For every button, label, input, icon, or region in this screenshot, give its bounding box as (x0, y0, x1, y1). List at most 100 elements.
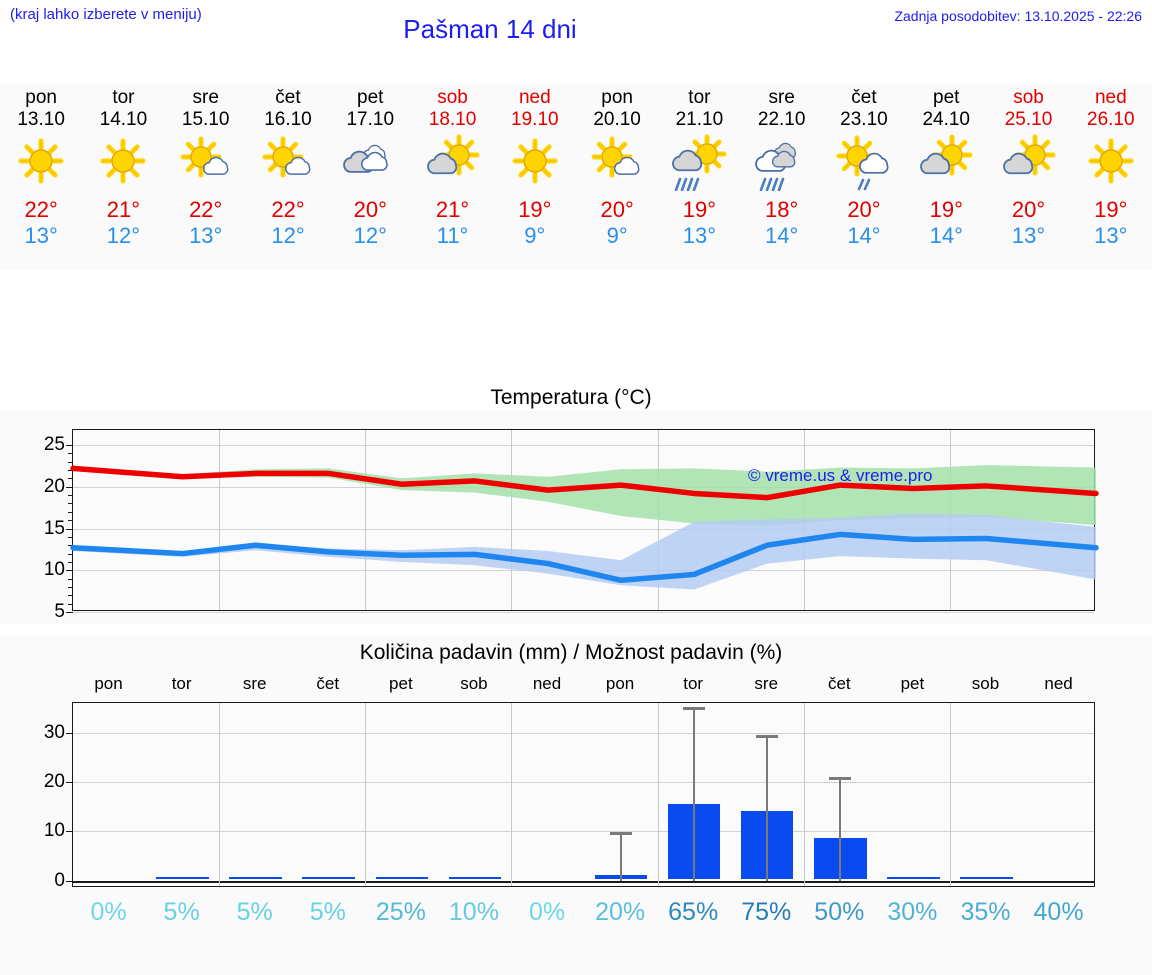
forecast-day-column[interactable]: ned 26.10 19° 13° (1070, 84, 1152, 270)
precipitation-day-label: sob (971, 674, 1000, 693)
precipitation-probability-label: 5% (236, 898, 273, 926)
precipitation-probability-label: 0% (90, 898, 127, 926)
forecast-temp-min: 9° (524, 223, 546, 248)
forecast-temp-max: 21° (106, 197, 141, 222)
forecast-day-column[interactable]: pet 24.10 19° 14° (905, 84, 987, 270)
forecast-temp-min: 12° (271, 223, 305, 248)
precipitation-error-bar (839, 777, 842, 881)
axis-tick-minor (68, 495, 73, 497)
forecast-day-column[interactable]: pon 20.10 20° 9° (576, 84, 658, 270)
forecast-day-column[interactable]: sre 15.10 22° 13° (165, 84, 247, 270)
forecast-day-column[interactable]: sob 25.10 20° 13° (987, 84, 1069, 270)
forecast-day-column[interactable]: čet 23.10 20° 14° (823, 84, 905, 270)
forecast-day-column[interactable]: sre 22.10 18° 14° (741, 84, 823, 270)
cloudy-icon (340, 133, 400, 191)
forecast-day-column[interactable]: čet 16.10 22° 12° (247, 84, 329, 270)
axis-tick (66, 486, 73, 488)
forecast-temp-max: 22° (271, 197, 305, 222)
forecast-temp-max: 22° (189, 197, 223, 222)
forecast-day-name: čet (275, 87, 301, 108)
precipitation-probability-label: 50% (814, 898, 865, 926)
axis-tick-minor (68, 603, 73, 605)
precipitation-day-label: sre (754, 674, 779, 693)
precipitation-day-labels: pon tor sre čet pet sob ned pon tor sre čet pet sob n… (72, 674, 1095, 698)
temperature-range-band (73, 465, 1096, 527)
sun-cloud-drizzle-icon (834, 133, 894, 191)
axis-tick-minor (68, 461, 73, 463)
precipitation-day-label: pon (94, 674, 123, 693)
axis-tick (66, 570, 73, 572)
forecast-temp-min: 13° (1011, 223, 1046, 248)
forecast-day-name: tor (688, 87, 711, 108)
forecast-day-column[interactable]: sob 18.10 21° 11° (411, 84, 493, 270)
sun-small-cloud-icon (587, 133, 647, 191)
sun-small-cloud-icon (176, 133, 236, 191)
forecast-day-date: 18.10 (428, 109, 477, 130)
forecast-temp-min: 13° (189, 223, 223, 248)
precipitation-day-label: pet (900, 674, 925, 693)
axis-tick-minor (68, 470, 73, 472)
forecast-day-date: 23.10 (840, 109, 888, 130)
forecast-temp-min: 14° (765, 223, 799, 248)
axis-tick (66, 732, 73, 734)
precipitation-day-label: ned (1044, 674, 1073, 693)
forecast-day-name: čet (851, 87, 877, 108)
forecast-day-name: pon (601, 87, 633, 108)
forecast-temp-max: 19° (682, 197, 717, 222)
axis-tick-minor (68, 561, 73, 563)
axis-tick (66, 528, 73, 530)
gridline-horizontal (73, 880, 1094, 883)
axis-tick-minor (68, 536, 73, 538)
forecast-day-column[interactable]: pet 17.10 20° 12° (329, 84, 411, 270)
forecast-temp-max: 19° (518, 197, 552, 222)
cloud-sun-rain-icon (669, 133, 729, 191)
precipitation-chart-title: Količina padavin (mm) / Možnost padavin … (359, 641, 783, 664)
gridline-vertical (511, 703, 513, 886)
temperature-y-axis-label: 5 (54, 601, 65, 622)
forecast-temp-max: 20° (1011, 197, 1046, 222)
temperature-y-axis-label: 20 (43, 475, 65, 497)
precipitation-probability-label: 10% (448, 898, 499, 926)
precipitation-error-bar (693, 706, 696, 881)
precipitation-day-label: pet (389, 674, 413, 693)
forecast-temp-max: 22° (24, 197, 58, 222)
gridline-vertical (365, 430, 367, 610)
precipitation-y-axis-label: 10 (43, 820, 65, 842)
forecast-temp-min: 11° (436, 223, 469, 248)
forecast-temp-min: 12° (106, 223, 141, 248)
forecast-day-date: 21.10 (675, 109, 724, 130)
temperature-line (70, 531, 1099, 584)
precipitation-probability-label: 5% (163, 898, 200, 926)
temperature-line (70, 465, 1099, 501)
cloud-sun-icon (423, 133, 483, 191)
forecast-day-date: 24.10 (922, 109, 970, 130)
precipitation-day-label: ned (532, 674, 562, 693)
axis-tick (66, 445, 73, 447)
precipitation-probability-label: 65% (668, 898, 719, 926)
forecast-day-name: tor (112, 87, 135, 108)
sunny-icon (11, 133, 71, 191)
precipitation-probability-label: 30% (887, 898, 938, 926)
forecast-day-date: 16.10 (264, 109, 312, 130)
forecast-day-column[interactable]: ned 19.10 19° 9° (494, 84, 576, 270)
temperature-chart-title: Temperatura (°C) (490, 386, 652, 409)
sunny-icon (93, 133, 153, 191)
forecast-day-column[interactable]: pon 13.10 22° 13° (0, 84, 82, 270)
forecast-day-column[interactable]: tor 21.10 19° 13° (658, 84, 740, 270)
forecast-temp-min: 12° (353, 223, 387, 248)
precipitation-day-label: čet (827, 674, 851, 693)
gridline-vertical (219, 703, 221, 886)
forecast-temp-max: 18° (765, 197, 799, 222)
gridline-vertical (803, 703, 805, 886)
forecast-day-column[interactable]: tor 14.10 21° 12° (82, 84, 164, 270)
axis-tick-minor (68, 511, 73, 513)
page-title: Pašman 14 dni (403, 14, 577, 44)
forecast-day-name: sre (192, 87, 219, 108)
gridline-horizontal (73, 781, 1094, 783)
axis-tick (66, 880, 73, 882)
forecast-day-name: sob (437, 87, 468, 108)
temperature-y-axis-label: 15 (43, 517, 65, 539)
forecast-temp-min: 13° (24, 223, 58, 248)
forecast-day-name: pon (25, 87, 57, 108)
